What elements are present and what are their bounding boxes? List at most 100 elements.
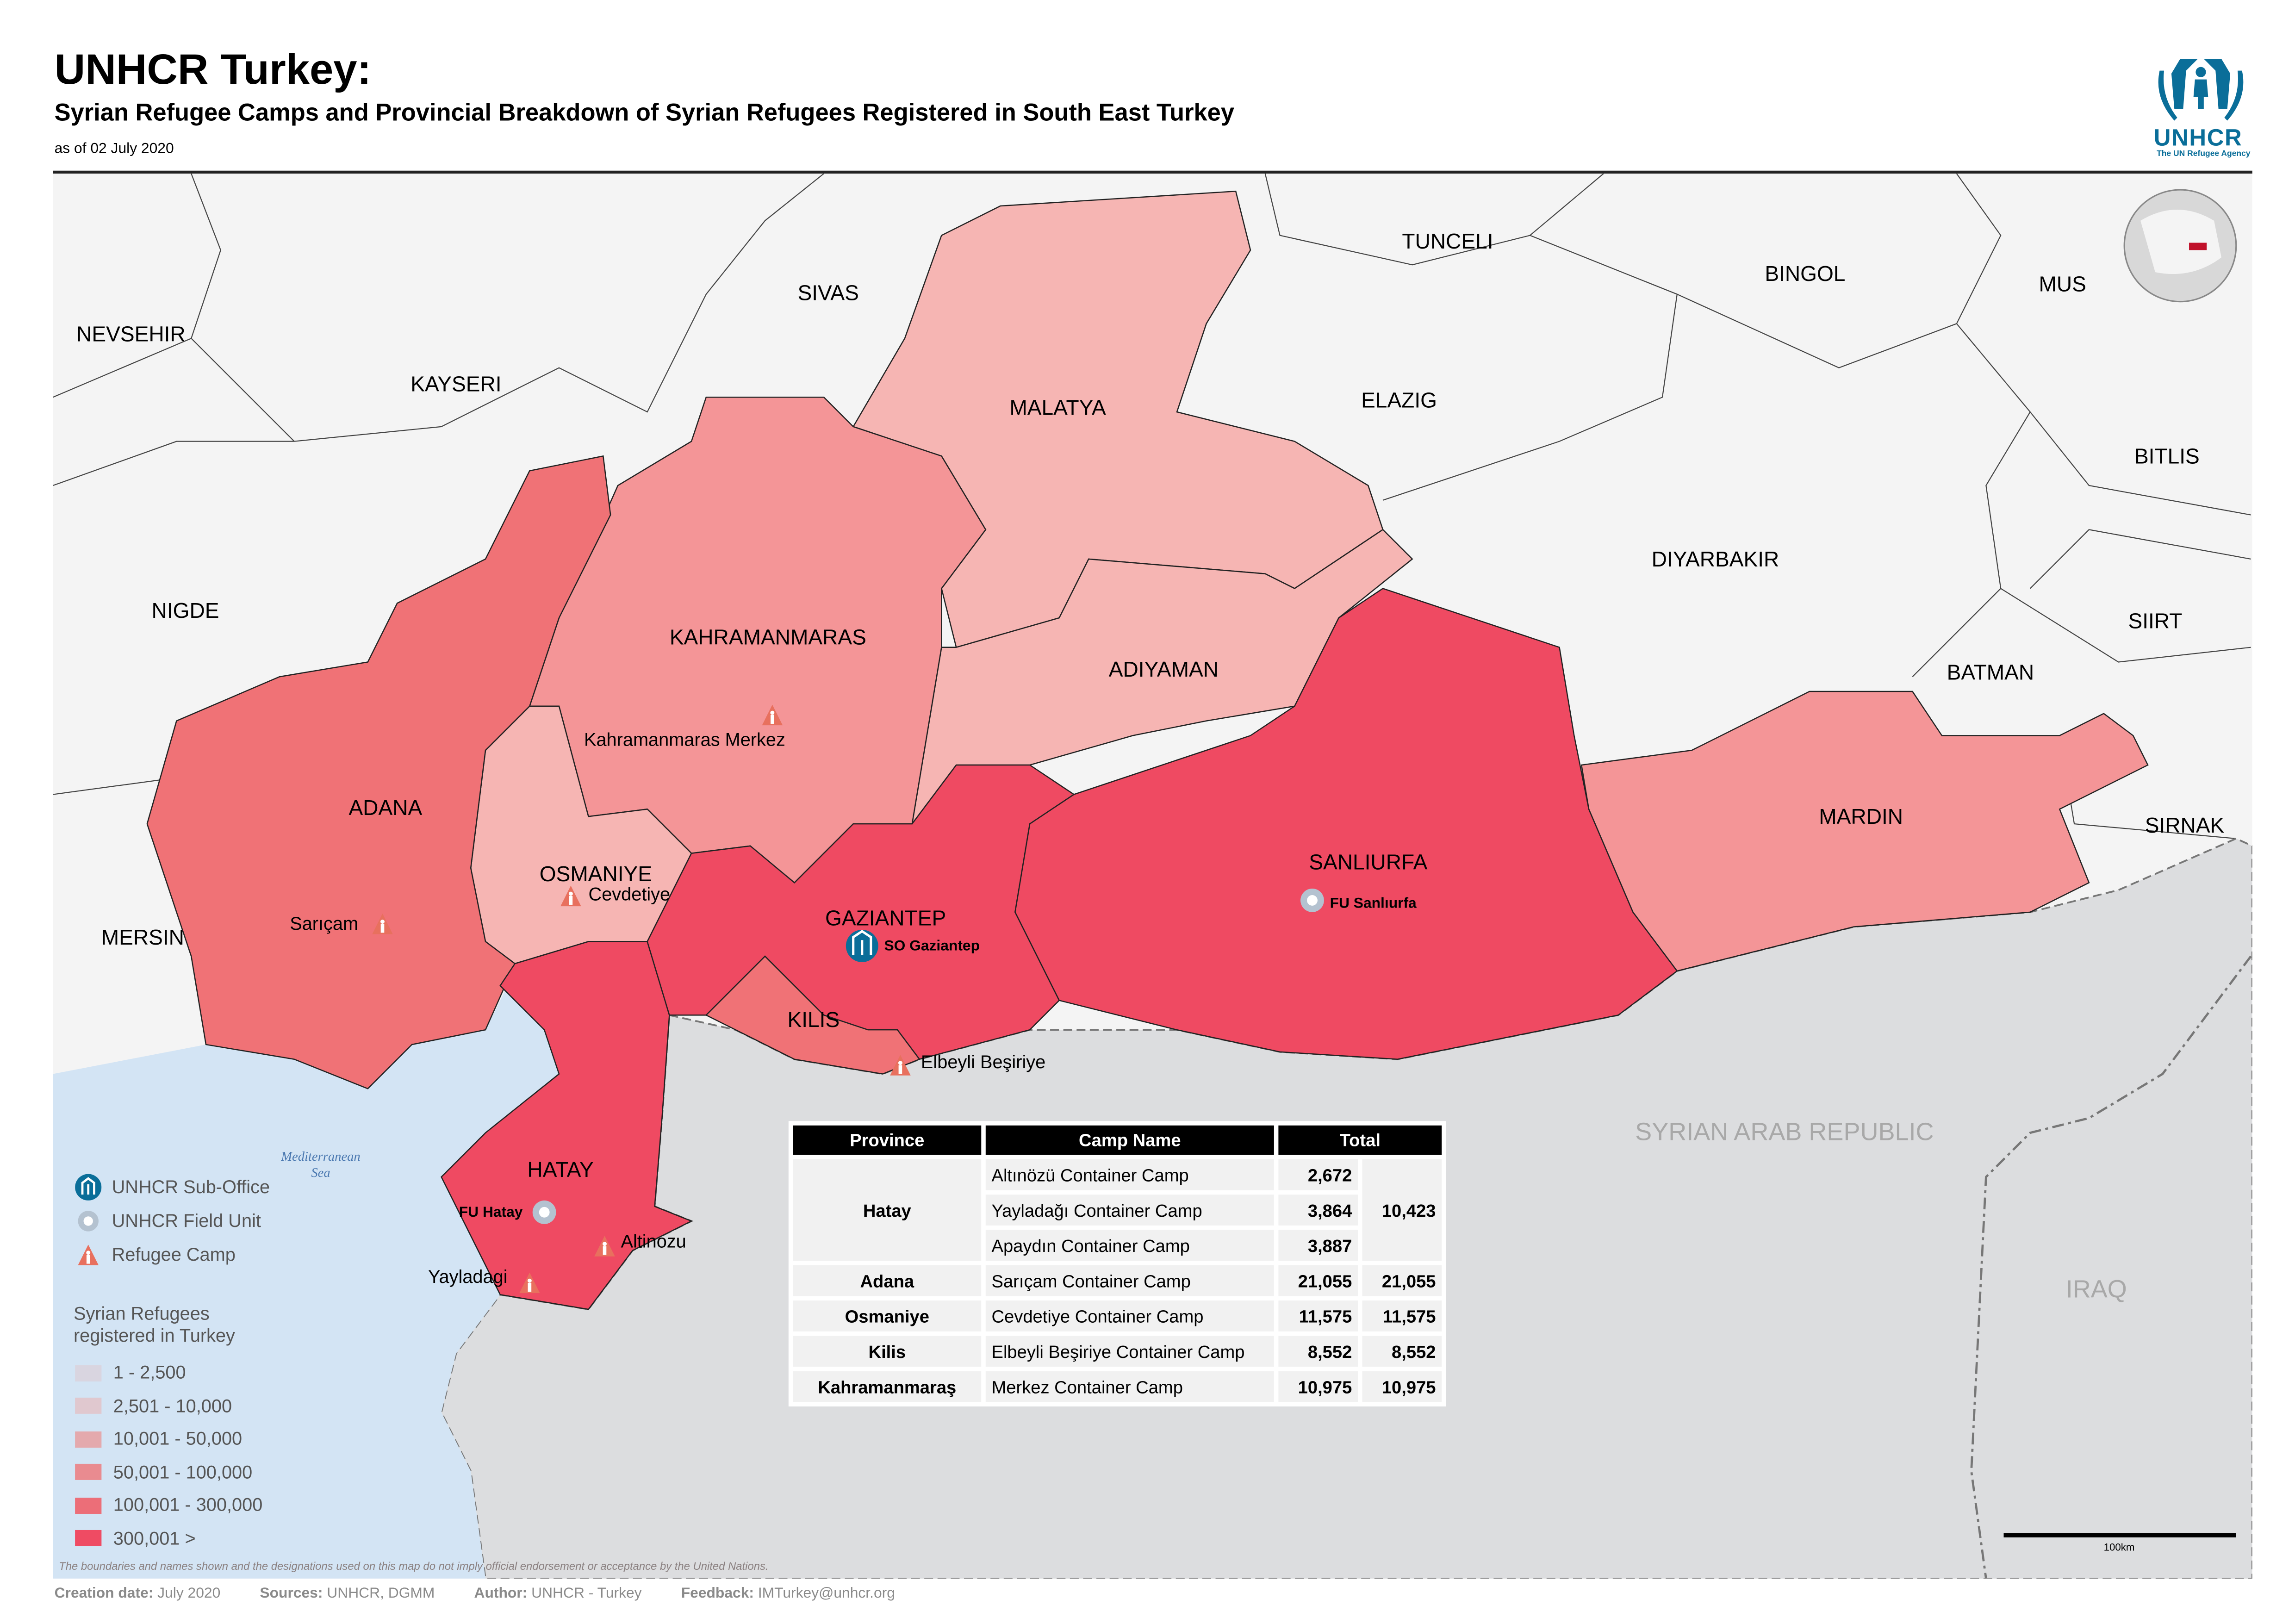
country-label-iraq: IRAQ bbox=[2066, 1276, 2127, 1303]
field-unit-icon[interactable] bbox=[1300, 888, 1324, 912]
creation-date: July 2020 bbox=[157, 1586, 221, 1602]
province-mardin[interactable] bbox=[1580, 691, 2149, 972]
camp-name-cell: Altınözü Container Camp bbox=[985, 1159, 1274, 1190]
field-unit-label: FU Sanlıurfa bbox=[1330, 894, 1417, 911]
legend-label: Refugee Camp bbox=[112, 1244, 236, 1265]
page-subtitle: Syrian Refugee Camps and Provincial Brea… bbox=[54, 100, 1235, 127]
camp-label: Elbeyli Beşiriye bbox=[921, 1052, 1045, 1072]
province-cell: Kilis bbox=[793, 1336, 982, 1367]
unhcr-logo-icon bbox=[2158, 59, 2244, 121]
map-legend: UNHCR Sub-Office UNHCR Field Unit Refuge… bbox=[74, 1170, 270, 1555]
legend-title-line: registered in Turkey bbox=[73, 1325, 235, 1346]
legend-class-label: 10,001 - 50,000 bbox=[113, 1429, 243, 1450]
globe-inset-icon bbox=[2123, 189, 2237, 303]
province-label: NIGDE bbox=[152, 598, 219, 622]
color-swatch bbox=[75, 1398, 102, 1414]
province-label: ELAZIG bbox=[1361, 388, 1437, 412]
province-gaziantep[interactable] bbox=[647, 764, 1075, 1060]
country-label-syria: SYRIAN ARAB REPUBLIC bbox=[1635, 1118, 1934, 1146]
syria-iraq-border bbox=[1970, 955, 2252, 1579]
logo-wordmark: UNHCR bbox=[2153, 126, 2243, 152]
province-cell: Kahramanmaraş bbox=[793, 1371, 982, 1402]
camp-value-cell: 8,552 bbox=[1278, 1336, 1358, 1367]
camp-value-cell: 3,864 bbox=[1278, 1195, 1358, 1226]
province-label: MERSIN bbox=[101, 925, 184, 949]
color-swatch bbox=[75, 1464, 102, 1481]
legend-class: 100,001 - 300,000 bbox=[74, 1489, 270, 1522]
legend-class-label: 1 - 2,500 bbox=[113, 1363, 186, 1383]
column-header: Total bbox=[1278, 1125, 1442, 1155]
province-total-cell: 10,975 bbox=[1362, 1371, 1442, 1402]
author: UNHCR - Turkey bbox=[531, 1586, 642, 1602]
camp-value-cell: 3,887 bbox=[1278, 1230, 1358, 1261]
column-header: Province bbox=[793, 1125, 982, 1155]
province-adana[interactable] bbox=[146, 455, 611, 1089]
province-label: SIRNAK bbox=[2145, 813, 2225, 837]
feedback-email[interactable]: IMTurkey@unhcr.org bbox=[758, 1586, 895, 1602]
camp-value-cell: 21,055 bbox=[1278, 1265, 1358, 1296]
footer-label: Feedback: bbox=[681, 1586, 754, 1602]
field-unit-icon[interactable] bbox=[532, 1200, 556, 1224]
province-label: BINGOL bbox=[1765, 261, 1845, 286]
camp-label: Cevdetiye bbox=[589, 884, 671, 904]
camp-label: Altinozu bbox=[621, 1232, 686, 1252]
color-swatch bbox=[75, 1530, 102, 1547]
choropleth-legend-title: Syrian Refugees registered in Turkey bbox=[74, 1303, 270, 1347]
legend-label: UNHCR Sub-Office bbox=[112, 1176, 270, 1197]
province-kilis[interactable] bbox=[705, 955, 920, 1075]
legend-class: 50,001 - 100,000 bbox=[74, 1456, 270, 1489]
sources: UNHCR, DGMM bbox=[327, 1586, 435, 1602]
footer-label: Creation date: bbox=[54, 1586, 154, 1602]
province-label: SANLIURFA bbox=[1309, 850, 1427, 874]
as-of-date: as of 02 July 2020 bbox=[54, 141, 174, 158]
color-swatch bbox=[75, 1365, 102, 1381]
legend-item: Refugee Camp bbox=[74, 1237, 270, 1271]
camp-name-cell: Elbeyli Beşiriye Container Camp bbox=[985, 1336, 1274, 1367]
logo-tagline: The UN Refugee Agency bbox=[2157, 150, 2251, 159]
table-row: Kilis Elbeyli Beşiriye Container Camp 8,… bbox=[793, 1336, 1442, 1367]
camp-value-cell: 10,975 bbox=[1278, 1371, 1358, 1402]
province-label: TUNCELI bbox=[1402, 229, 1493, 253]
column-header: Camp Name bbox=[985, 1125, 1274, 1155]
footer-label: Author: bbox=[474, 1586, 528, 1602]
province-label: KAYSERI bbox=[410, 372, 501, 396]
page-title: UNHCR Turkey: bbox=[54, 47, 372, 94]
table-row: Yayladağı Container Camp 3,864 bbox=[793, 1195, 1442, 1226]
camp-label: Kahramanmaras Merkez bbox=[584, 730, 785, 750]
province-label: ADIYAMAN bbox=[1109, 657, 1219, 681]
table-row: Osmaniye Cevdetiye Container Camp 11,575… bbox=[793, 1300, 1442, 1332]
province-label: GAZIANTEP bbox=[825, 906, 946, 930]
province-label: MUS bbox=[2039, 272, 2086, 296]
table-row: Adana Sarıçam Container Camp 21,055 21,0… bbox=[793, 1265, 1442, 1296]
province-label: DIYARBAKIR bbox=[1652, 547, 1779, 571]
header-divider bbox=[53, 170, 2252, 173]
sub-office-label: SO Gaziantep bbox=[884, 937, 980, 954]
camp-population-table: Province Camp Name Total Hatay Altınözü … bbox=[788, 1121, 1446, 1406]
legend-title-line: Syrian Refugees bbox=[73, 1303, 210, 1324]
legend-class-label: 50,001 - 100,000 bbox=[113, 1462, 253, 1483]
legend-class-label: 300,001 > bbox=[113, 1528, 196, 1549]
table-header-row: Province Camp Name Total bbox=[793, 1125, 1442, 1155]
scale-label: 100km bbox=[2103, 1543, 2135, 1554]
province-malatya[interactable] bbox=[852, 190, 1384, 648]
province-label: ADANA bbox=[348, 796, 422, 820]
legend-label: UNHCR Field Unit bbox=[112, 1210, 261, 1231]
legend-class-label: 2,501 - 10,000 bbox=[113, 1395, 232, 1417]
camp-name-cell: Merkez Container Camp bbox=[985, 1371, 1274, 1402]
camp-name-cell: Yayladağı Container Camp bbox=[985, 1195, 1274, 1226]
legend-class: 300,001 > bbox=[74, 1522, 270, 1555]
province-label: SIIRT bbox=[2128, 609, 2182, 633]
camp-name-cell: Cevdetiye Container Camp bbox=[985, 1300, 1274, 1332]
unhcr-office-icon[interactable] bbox=[846, 930, 878, 962]
footer-label: Sources: bbox=[260, 1586, 323, 1602]
legend-class-label: 100,001 - 300,000 bbox=[113, 1495, 263, 1516]
province-label: MARDIN bbox=[1819, 804, 1903, 828]
footer: Creation date: July 2020 Sources: UNHCR,… bbox=[55, 1586, 931, 1602]
legend-class: 1 - 2,500 bbox=[74, 1356, 270, 1390]
province-cell: Osmaniye bbox=[793, 1300, 982, 1332]
province-cell: Adana bbox=[793, 1265, 982, 1296]
province-total-cell: 8,552 bbox=[1362, 1336, 1442, 1367]
province-total-cell: 21,055 bbox=[1362, 1265, 1442, 1296]
camp-name-cell: Sarıçam Container Camp bbox=[985, 1265, 1274, 1296]
